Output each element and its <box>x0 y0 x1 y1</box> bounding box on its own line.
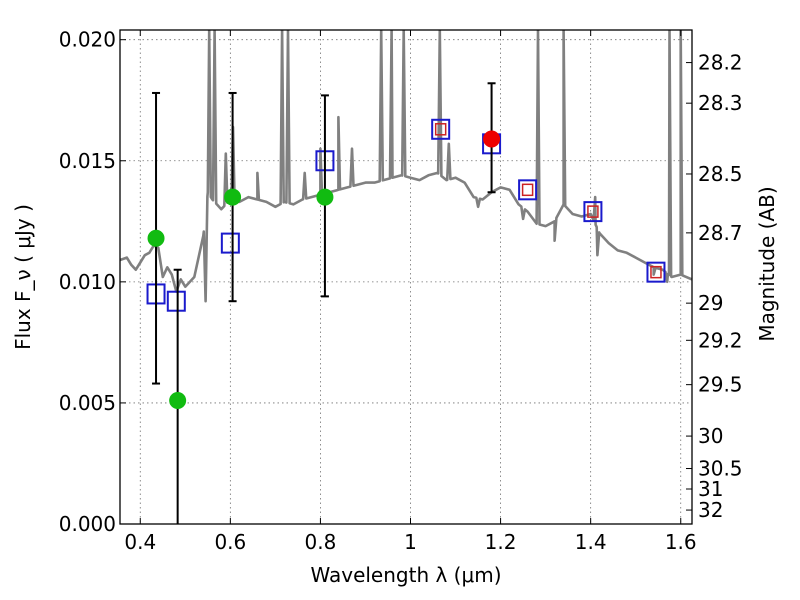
model-photometry-inner-box <box>650 265 662 279</box>
sed-model-line <box>120 30 692 303</box>
magnitude-axis-label: Magnitude (AB) <box>755 186 779 341</box>
plot-area <box>120 30 692 524</box>
magnitude-tick-label: 32 <box>698 498 723 522</box>
magnitude-tick-label: 29.5 <box>698 373 743 397</box>
magnitude-tick-label: 28.5 <box>698 162 743 186</box>
observed-green-point <box>169 392 187 409</box>
y-tick-label: 0.005 <box>59 391 116 415</box>
x-tick-label: 0.8 <box>305 530 337 554</box>
y-axis-ticks: 0.000 0.005 0.010 0.015 0.020 <box>59 28 126 536</box>
model-photometry-inner-box <box>521 183 534 197</box>
x-tick-label: 1.6 <box>665 530 697 554</box>
x-tick-label: 1.2 <box>485 530 517 554</box>
magnitude-tick-label: 29 <box>698 291 723 315</box>
magnitude-tick-label: 29.2 <box>698 328 743 352</box>
magnitude-tick-label: 28.3 <box>698 91 743 115</box>
x-axis-ticks: 0.4 0.6 0.8 1 1.2 1.4 1.6 <box>124 30 697 554</box>
magnitude-tick-label: 30 <box>698 424 723 448</box>
model-photometry-box <box>166 290 186 312</box>
model-photometry-box <box>646 261 666 283</box>
observed-red-point <box>483 130 501 148</box>
y-axis-label: Flux F_ν ( μJy ) <box>11 204 35 350</box>
model-photometry-inner-box <box>587 205 599 218</box>
x-tick-label: 0.6 <box>214 530 246 554</box>
observed-green-point <box>224 188 242 206</box>
model-photometry-inner-box <box>434 123 447 136</box>
magnitude-tick-label: 28.7 <box>698 221 743 245</box>
y-tick-label: 0.010 <box>59 270 116 294</box>
x-axis-label: Wavelength λ (μm) <box>310 563 501 587</box>
y-tick-label: 0.015 <box>59 149 116 173</box>
model-photometry-box <box>220 232 240 254</box>
observed-green-point <box>147 229 165 247</box>
magnitude-tick-label: 30.5 <box>698 457 743 481</box>
x-tick-label: 1.4 <box>575 530 607 554</box>
model-photometry-box <box>431 118 451 140</box>
magnitude-tick-label: 31 <box>698 477 723 501</box>
x-tick-label: 1 <box>404 530 417 554</box>
magnitude-tick-label: 28.2 <box>698 51 743 75</box>
model-photometry-box <box>518 179 538 201</box>
plot-frame <box>119 29 693 525</box>
y-tick-label: 0.020 <box>59 28 116 52</box>
x-tick-label: 0.4 <box>124 530 156 554</box>
model-photometry-box <box>583 201 603 223</box>
y-tick-label: 0.000 <box>59 512 116 536</box>
observed-green-point <box>316 188 334 206</box>
